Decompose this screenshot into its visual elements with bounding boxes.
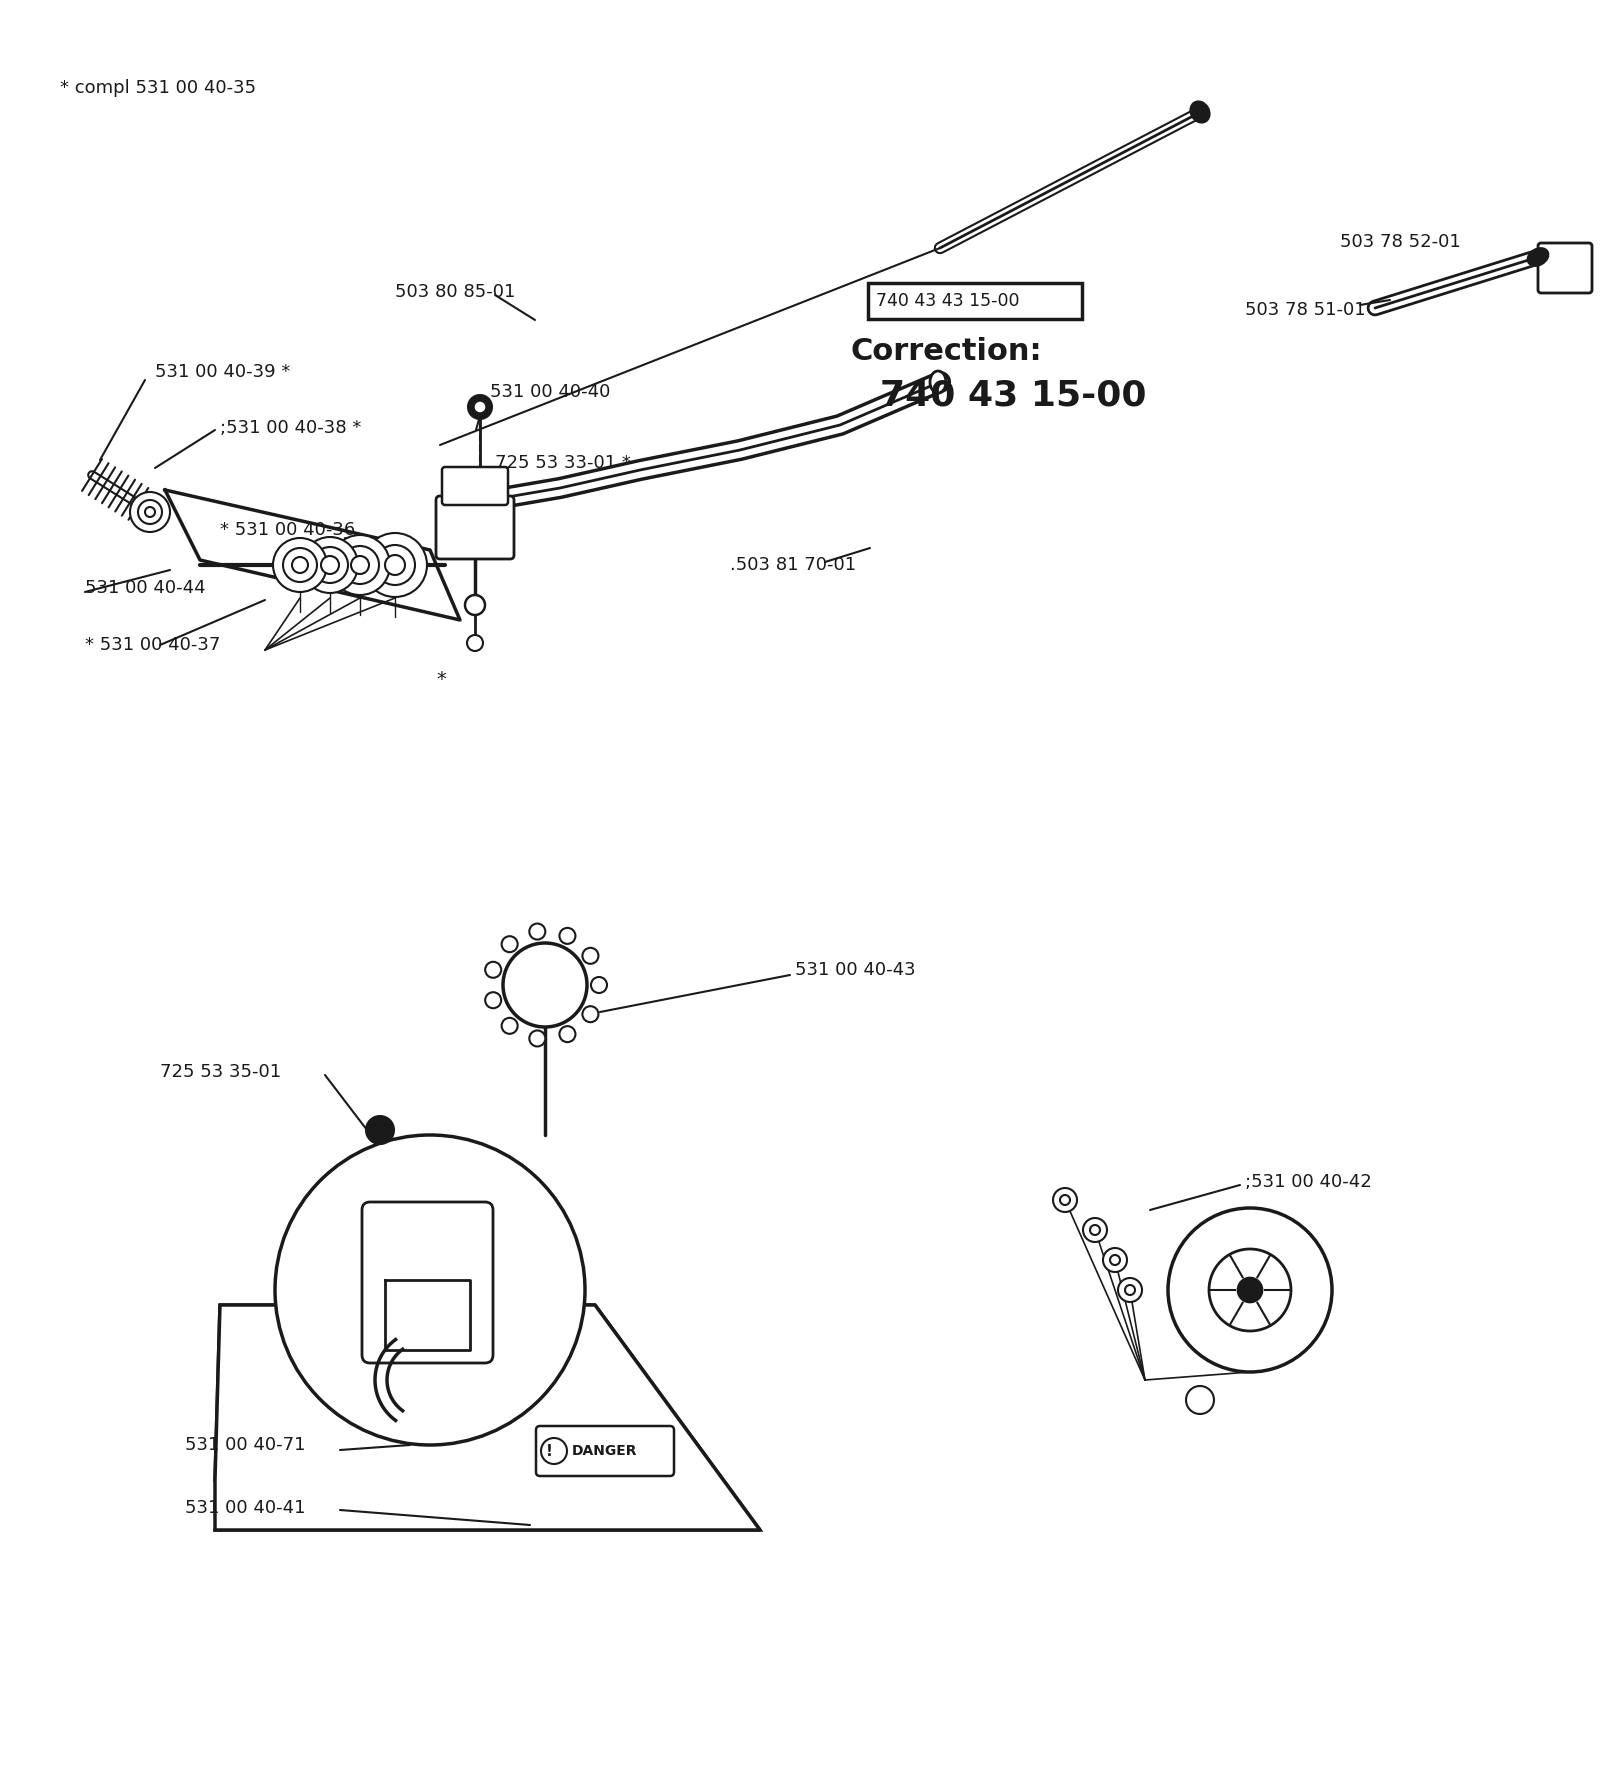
Text: .503 81 70-01: .503 81 70-01: [730, 556, 856, 574]
Circle shape: [1168, 1209, 1331, 1372]
Text: *: *: [435, 670, 446, 689]
Circle shape: [275, 1136, 586, 1444]
Circle shape: [374, 546, 414, 585]
Ellipse shape: [560, 929, 576, 944]
Circle shape: [467, 395, 493, 418]
Ellipse shape: [502, 1017, 518, 1033]
Circle shape: [1102, 1247, 1126, 1272]
Circle shape: [330, 535, 390, 595]
Ellipse shape: [485, 962, 501, 978]
FancyBboxPatch shape: [867, 284, 1082, 319]
Text: 503 78 52-01: 503 78 52-01: [1341, 232, 1461, 252]
Circle shape: [386, 555, 405, 574]
Ellipse shape: [530, 1031, 546, 1047]
Circle shape: [1210, 1249, 1291, 1331]
Ellipse shape: [485, 992, 501, 1008]
FancyBboxPatch shape: [442, 468, 509, 505]
Circle shape: [291, 556, 307, 572]
Ellipse shape: [502, 936, 518, 952]
Text: !: !: [546, 1444, 552, 1458]
Circle shape: [138, 500, 162, 525]
Circle shape: [146, 507, 155, 517]
Circle shape: [312, 548, 349, 583]
Circle shape: [363, 533, 427, 597]
Circle shape: [541, 1439, 566, 1464]
Text: 725 53 35-01: 725 53 35-01: [160, 1063, 282, 1081]
Text: ;531 00 40-42: ;531 00 40-42: [1245, 1173, 1371, 1191]
Circle shape: [322, 556, 339, 574]
Circle shape: [1059, 1194, 1070, 1205]
Circle shape: [1083, 1217, 1107, 1242]
Text: 531 00 40-41: 531 00 40-41: [186, 1499, 306, 1517]
Text: 740 43 43 15-00: 740 43 43 15-00: [877, 292, 1019, 310]
Circle shape: [341, 546, 379, 585]
FancyBboxPatch shape: [435, 496, 514, 558]
Circle shape: [1118, 1278, 1142, 1302]
Circle shape: [274, 539, 326, 592]
Text: 531 00 40-43: 531 00 40-43: [795, 960, 915, 978]
Text: 503 80 85-01: 503 80 85-01: [395, 284, 515, 301]
FancyBboxPatch shape: [536, 1426, 674, 1476]
Ellipse shape: [560, 1026, 576, 1042]
Circle shape: [283, 548, 317, 581]
Circle shape: [350, 556, 370, 574]
Ellipse shape: [590, 976, 606, 992]
Circle shape: [1053, 1187, 1077, 1212]
Circle shape: [130, 493, 170, 532]
Ellipse shape: [930, 370, 946, 393]
Ellipse shape: [582, 948, 598, 964]
Circle shape: [1110, 1255, 1120, 1265]
Circle shape: [466, 595, 485, 615]
Circle shape: [1090, 1224, 1101, 1235]
Text: 740 43 15-00: 740 43 15-00: [880, 377, 1147, 413]
Circle shape: [1125, 1285, 1134, 1295]
Text: 531 00 40-71: 531 00 40-71: [186, 1435, 306, 1455]
Text: 531 00 40-39 *: 531 00 40-39 *: [155, 363, 290, 381]
Circle shape: [1238, 1278, 1262, 1302]
Ellipse shape: [1190, 101, 1210, 122]
FancyBboxPatch shape: [1538, 243, 1592, 292]
Circle shape: [302, 537, 358, 594]
Ellipse shape: [1528, 248, 1549, 266]
Polygon shape: [214, 1304, 760, 1529]
Ellipse shape: [530, 923, 546, 939]
Circle shape: [1186, 1386, 1214, 1414]
Text: * compl 531 00 40-35: * compl 531 00 40-35: [61, 80, 256, 97]
Circle shape: [474, 400, 486, 413]
Text: 531 00 40-40: 531 00 40-40: [490, 383, 610, 400]
Text: 725 53 33-01 *: 725 53 33-01 *: [494, 454, 630, 471]
Text: ;531 00 40-38 *: ;531 00 40-38 *: [221, 418, 362, 438]
Text: DANGER: DANGER: [573, 1444, 637, 1458]
Circle shape: [467, 634, 483, 650]
Ellipse shape: [582, 1006, 598, 1022]
Text: Correction:: Correction:: [850, 337, 1042, 367]
Text: 503 78 51-01: 503 78 51-01: [1245, 301, 1366, 319]
Text: * 531 00 40-37: * 531 00 40-37: [85, 636, 221, 654]
Circle shape: [366, 1116, 394, 1145]
FancyBboxPatch shape: [362, 1201, 493, 1363]
Text: 531 00 40-44: 531 00 40-44: [85, 579, 206, 597]
Ellipse shape: [482, 487, 499, 512]
Text: * 531 00 40-36: * 531 00 40-36: [221, 521, 355, 539]
Circle shape: [502, 943, 587, 1028]
